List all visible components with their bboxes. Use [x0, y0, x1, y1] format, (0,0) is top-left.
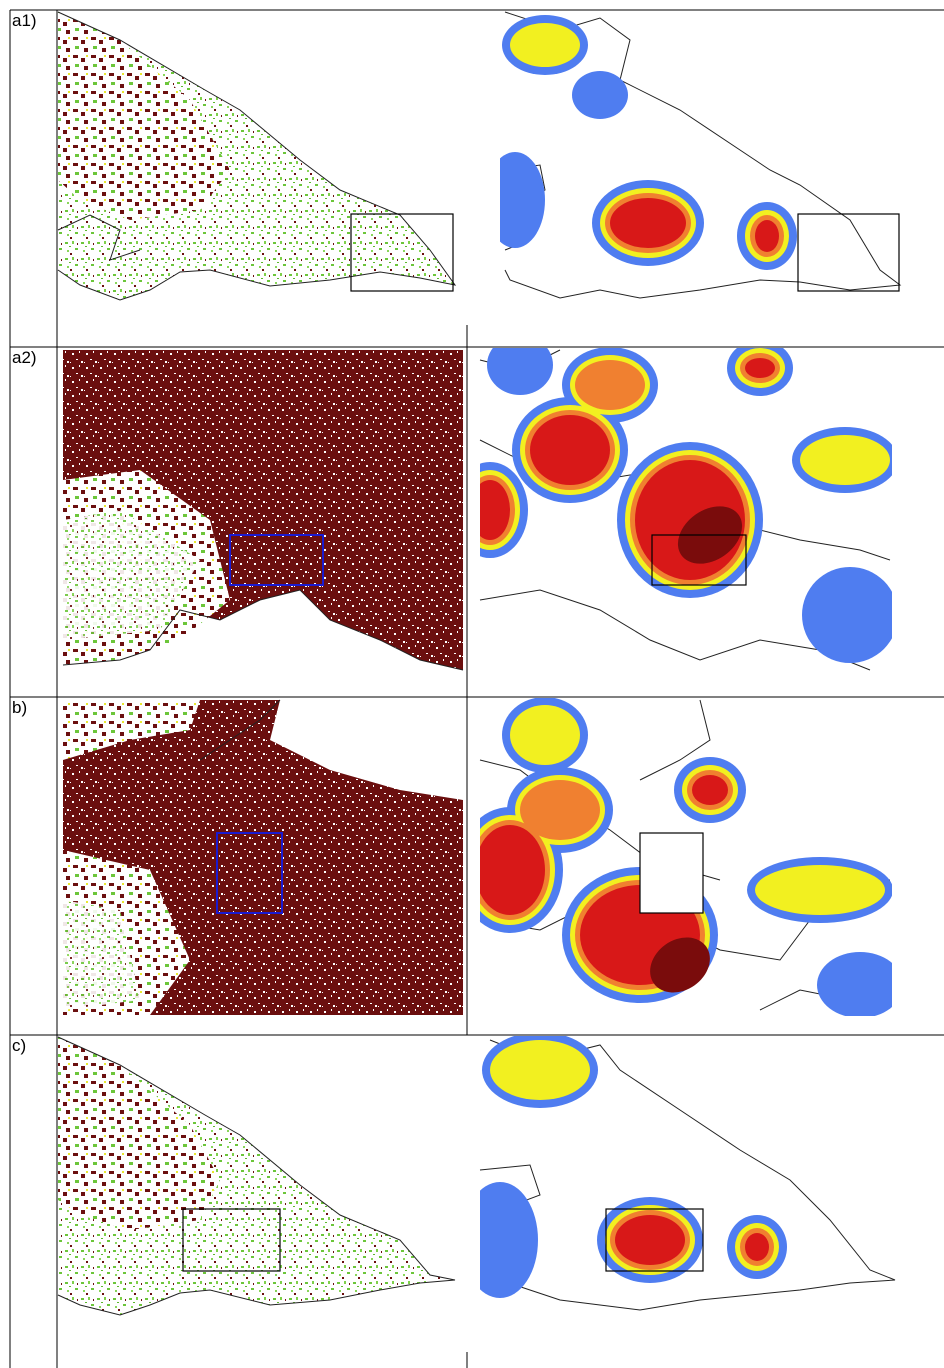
land-cover-map-a1	[58, 12, 455, 300]
hotspot-ring	[745, 358, 775, 378]
hotspot-ring	[530, 415, 610, 485]
hotspot-ring	[485, 152, 545, 248]
hotspot-ring	[575, 360, 645, 410]
hotspot-ring	[802, 567, 898, 663]
hotspot-ring	[487, 335, 553, 395]
hotspot-ring	[510, 705, 580, 765]
hotspot-ring	[520, 780, 600, 840]
hotspot-ring	[510, 23, 580, 67]
hotspot-layer	[485, 15, 797, 270]
hotspot-ring	[800, 435, 890, 485]
hotspot-ring	[615, 1215, 685, 1265]
hotspot-ring	[745, 1233, 769, 1261]
hotspot-layer	[452, 335, 898, 663]
hotspot-ring	[755, 220, 779, 252]
hotspot-ring	[470, 480, 510, 540]
hotspot-ring	[817, 952, 903, 1018]
hotspot-ring	[572, 71, 628, 119]
hotspot-ring	[475, 825, 545, 915]
panel-label: a2)	[12, 348, 37, 367]
land-cover-map-b	[63, 700, 463, 1015]
panel-label: b)	[12, 698, 27, 717]
hotspot-ring	[610, 198, 686, 248]
hotspot-ring	[490, 1040, 590, 1100]
land-cover-map-c	[58, 1037, 455, 1315]
hotspot-ring	[462, 1182, 538, 1298]
hotspot-ring	[755, 865, 885, 915]
panel-label: a1)	[12, 11, 37, 30]
figure: a1) a2) b) c)	[0, 0, 944, 1368]
land-cover-map-a2	[63, 350, 463, 670]
panel-label: c)	[12, 1036, 26, 1055]
hotspot-layer	[462, 1032, 787, 1298]
hotspot-ring	[692, 775, 728, 805]
